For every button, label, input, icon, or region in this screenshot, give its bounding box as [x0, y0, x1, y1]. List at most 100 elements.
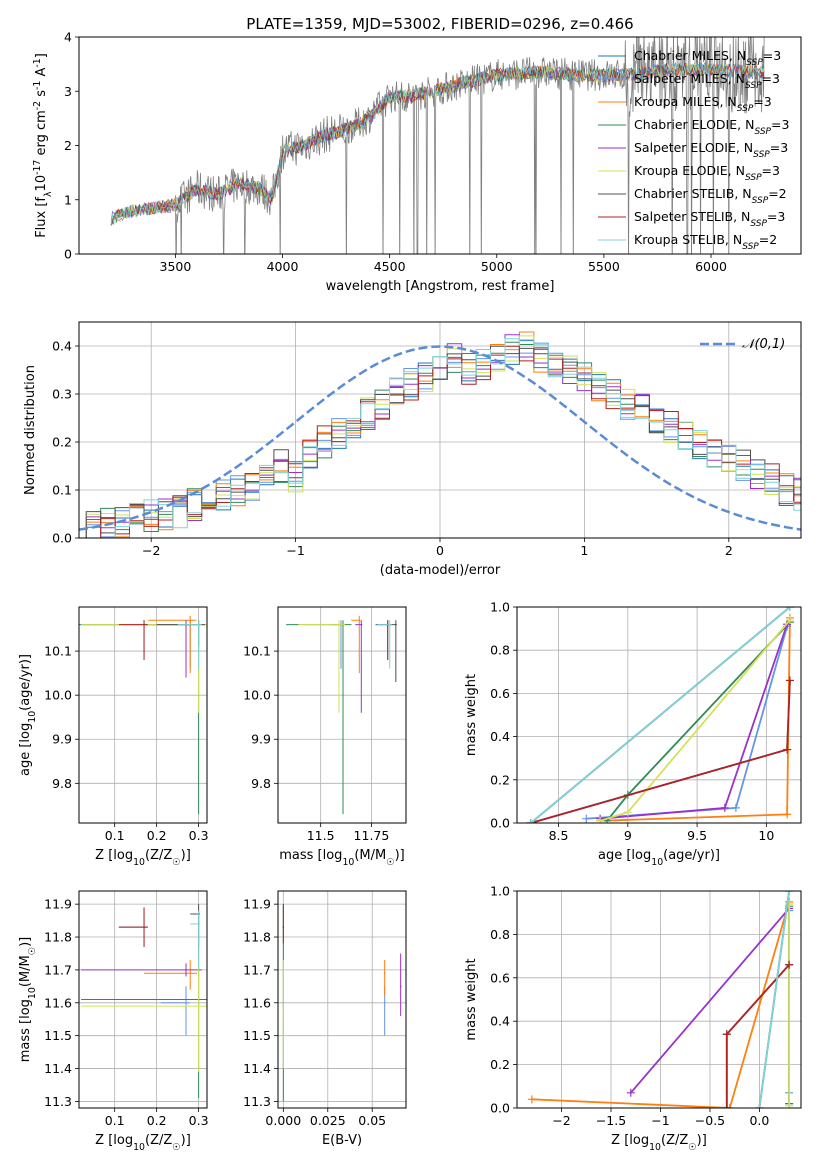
data-point	[360, 623, 363, 626]
model-spectrum-line	[110, 63, 765, 226]
y-tick-label: 11.7	[44, 962, 72, 977]
legend-label-tail: =3	[771, 117, 789, 132]
legend-label-tail: =2	[768, 186, 786, 201]
data-point	[185, 1001, 187, 1004]
legend-label-tail: =3	[770, 140, 788, 155]
data-point	[395, 623, 397, 626]
y-tick-label: 0.0	[490, 816, 510, 831]
legend-label-sub: SSP	[742, 242, 759, 252]
legend-label-tail: =3	[763, 48, 781, 63]
legend-label-tail: =3	[767, 209, 785, 224]
x-tick-label: 11.5	[307, 828, 335, 843]
y-tick-label: 9.9	[52, 732, 72, 747]
x-tick-label: 5000	[481, 259, 513, 274]
plot-area-weight_vs_Z	[517, 891, 801, 1108]
y-tick-label: 11.4	[243, 1061, 271, 1076]
x-tick-label: −2	[552, 1113, 570, 1128]
weight-marker	[582, 814, 591, 823]
axes-frame	[516, 606, 802, 824]
y-axis-label: age [log10(age/yr)]	[18, 654, 38, 776]
y-tick-label: 0.4	[490, 729, 510, 744]
y-axis-label: Normed distribution	[23, 365, 38, 495]
y-tick-label: 1.0	[490, 884, 510, 899]
plot-area-age_vs_Z	[79, 607, 207, 823]
panel-mass_vs_Z: 0.1 0.2 0.3 11.3 11.4 11.5 11.6 11.7 11.8 11.9 Z […	[18, 890, 209, 1153]
y-tick-label: 10.0	[243, 688, 271, 703]
x-axis-label: wavelength [Angstrom, rest frame]	[326, 279, 555, 294]
x-tick-label: −1	[651, 1113, 669, 1128]
weight-marker	[785, 1101, 794, 1108]
y-tick-label: 0.3	[52, 387, 72, 402]
weight-line	[758, 891, 790, 1108]
weight-marker	[720, 803, 729, 812]
model-spectrum-line	[110, 63, 765, 226]
weight-marker	[785, 615, 794, 624]
histogram-series	[79, 338, 801, 538]
weight-marker	[626, 1088, 635, 1097]
x-tick-label: 6000	[695, 259, 727, 274]
y-tick-label: 11.8	[44, 930, 72, 945]
x-axis-label: E(B-V)	[322, 1133, 362, 1148]
legend-label-main: Chabrier STELIB, N	[634, 186, 752, 201]
x-tick-label: 0.025	[310, 1113, 346, 1128]
x-tick-label: −0.5	[695, 1113, 725, 1128]
histogram-series	[79, 345, 801, 538]
y-tick-label: 0.6	[490, 686, 510, 701]
legend-label-tail: =2	[759, 232, 777, 247]
weight-marker	[596, 816, 605, 823]
weight-marker	[785, 607, 794, 611]
model-spectrum-line	[110, 62, 765, 226]
legend-label-sub: SSP	[745, 173, 762, 183]
x-axis-label: Z [log10(Z/Z☉)]	[95, 1133, 191, 1153]
x-tick-label: 3500	[160, 259, 192, 274]
x-tick-label: 0.000	[265, 1113, 301, 1128]
x-tick-label: 2	[725, 543, 733, 558]
axes-frame	[277, 890, 407, 1109]
x-tick-label: 0	[436, 543, 444, 558]
panel-weight_vs_age: 8.5 9 9.5 10 0.0 0.2 0.4 0.6 0.8 1.0 age [log10(ag…	[464, 600, 802, 868]
y-tick-label: 11.5	[44, 1028, 72, 1043]
y-tick-label: 10.0	[44, 688, 72, 703]
x-axis-label: age [log10(age/yr)]	[598, 848, 720, 868]
weight-marker	[731, 803, 740, 812]
x-tick-label: 0.05	[358, 1113, 386, 1128]
legend-label: Salpeter STELIB, NSSP=3	[634, 209, 785, 229]
weight-marker	[783, 745, 792, 754]
plot-area-age_vs_mass	[278, 607, 406, 823]
axes-frame	[78, 321, 802, 539]
legend-label: Chabrier STELIB, NSSP=2	[634, 186, 787, 206]
legend-label: Kroupa ELODIE, NSSP=3	[634, 163, 780, 183]
plot-area-mass_vs_Z	[79, 891, 207, 1108]
panel-spectrum: 3500 4000 4500 5000 5500 6000 0 1 2 3 4 wavelength …	[32, 30, 802, 294]
data-point	[399, 985, 402, 988]
x-tick-label: 0.1	[105, 1113, 125, 1128]
axes-frame	[78, 606, 208, 824]
weight-marker	[623, 808, 632, 817]
x-tick-label: 10	[758, 828, 774, 843]
data-point	[383, 972, 386, 974]
y-axis-label: mass [log10(M/M☉)]	[18, 937, 38, 1063]
legend-label-tail: =3	[762, 163, 780, 178]
plot-area-spectrum	[110, 37, 765, 254]
legend-label-sub: SSP	[753, 150, 770, 160]
weight-marker	[755, 1104, 764, 1108]
legend-label-main: Kroupa ELODIE, N	[634, 163, 745, 178]
y-tick-label: 11.3	[243, 1094, 271, 1109]
panel-mass_vs_ebv: 0.000 0.025 0.05 11.3 11.4 11.5 11.6 11.7 11.8 11…	[243, 890, 407, 1148]
y-tick-label: 11.5	[243, 1028, 271, 1043]
data-point	[189, 972, 192, 974]
x-tick-label: −1	[286, 543, 304, 558]
y-axis-label: mass weight	[464, 958, 479, 1040]
normal-reference-curve	[79, 345, 801, 531]
legend-label-main: Chabrier ELODIE, N	[634, 117, 754, 132]
y-tick-label: 0.6	[490, 970, 510, 985]
weight-marker	[783, 810, 792, 819]
legend-label-main: Chabrier MILES, N	[634, 48, 746, 63]
legend-label: Kroupa STELIB, NSSP=2	[634, 232, 777, 252]
x-tick-label: 8.5	[549, 828, 569, 843]
data-point	[383, 1001, 386, 1004]
plot-area-residuals	[79, 322, 801, 538]
x-axis-label: Z [log10(Z/Z☉)]	[611, 1133, 707, 1153]
